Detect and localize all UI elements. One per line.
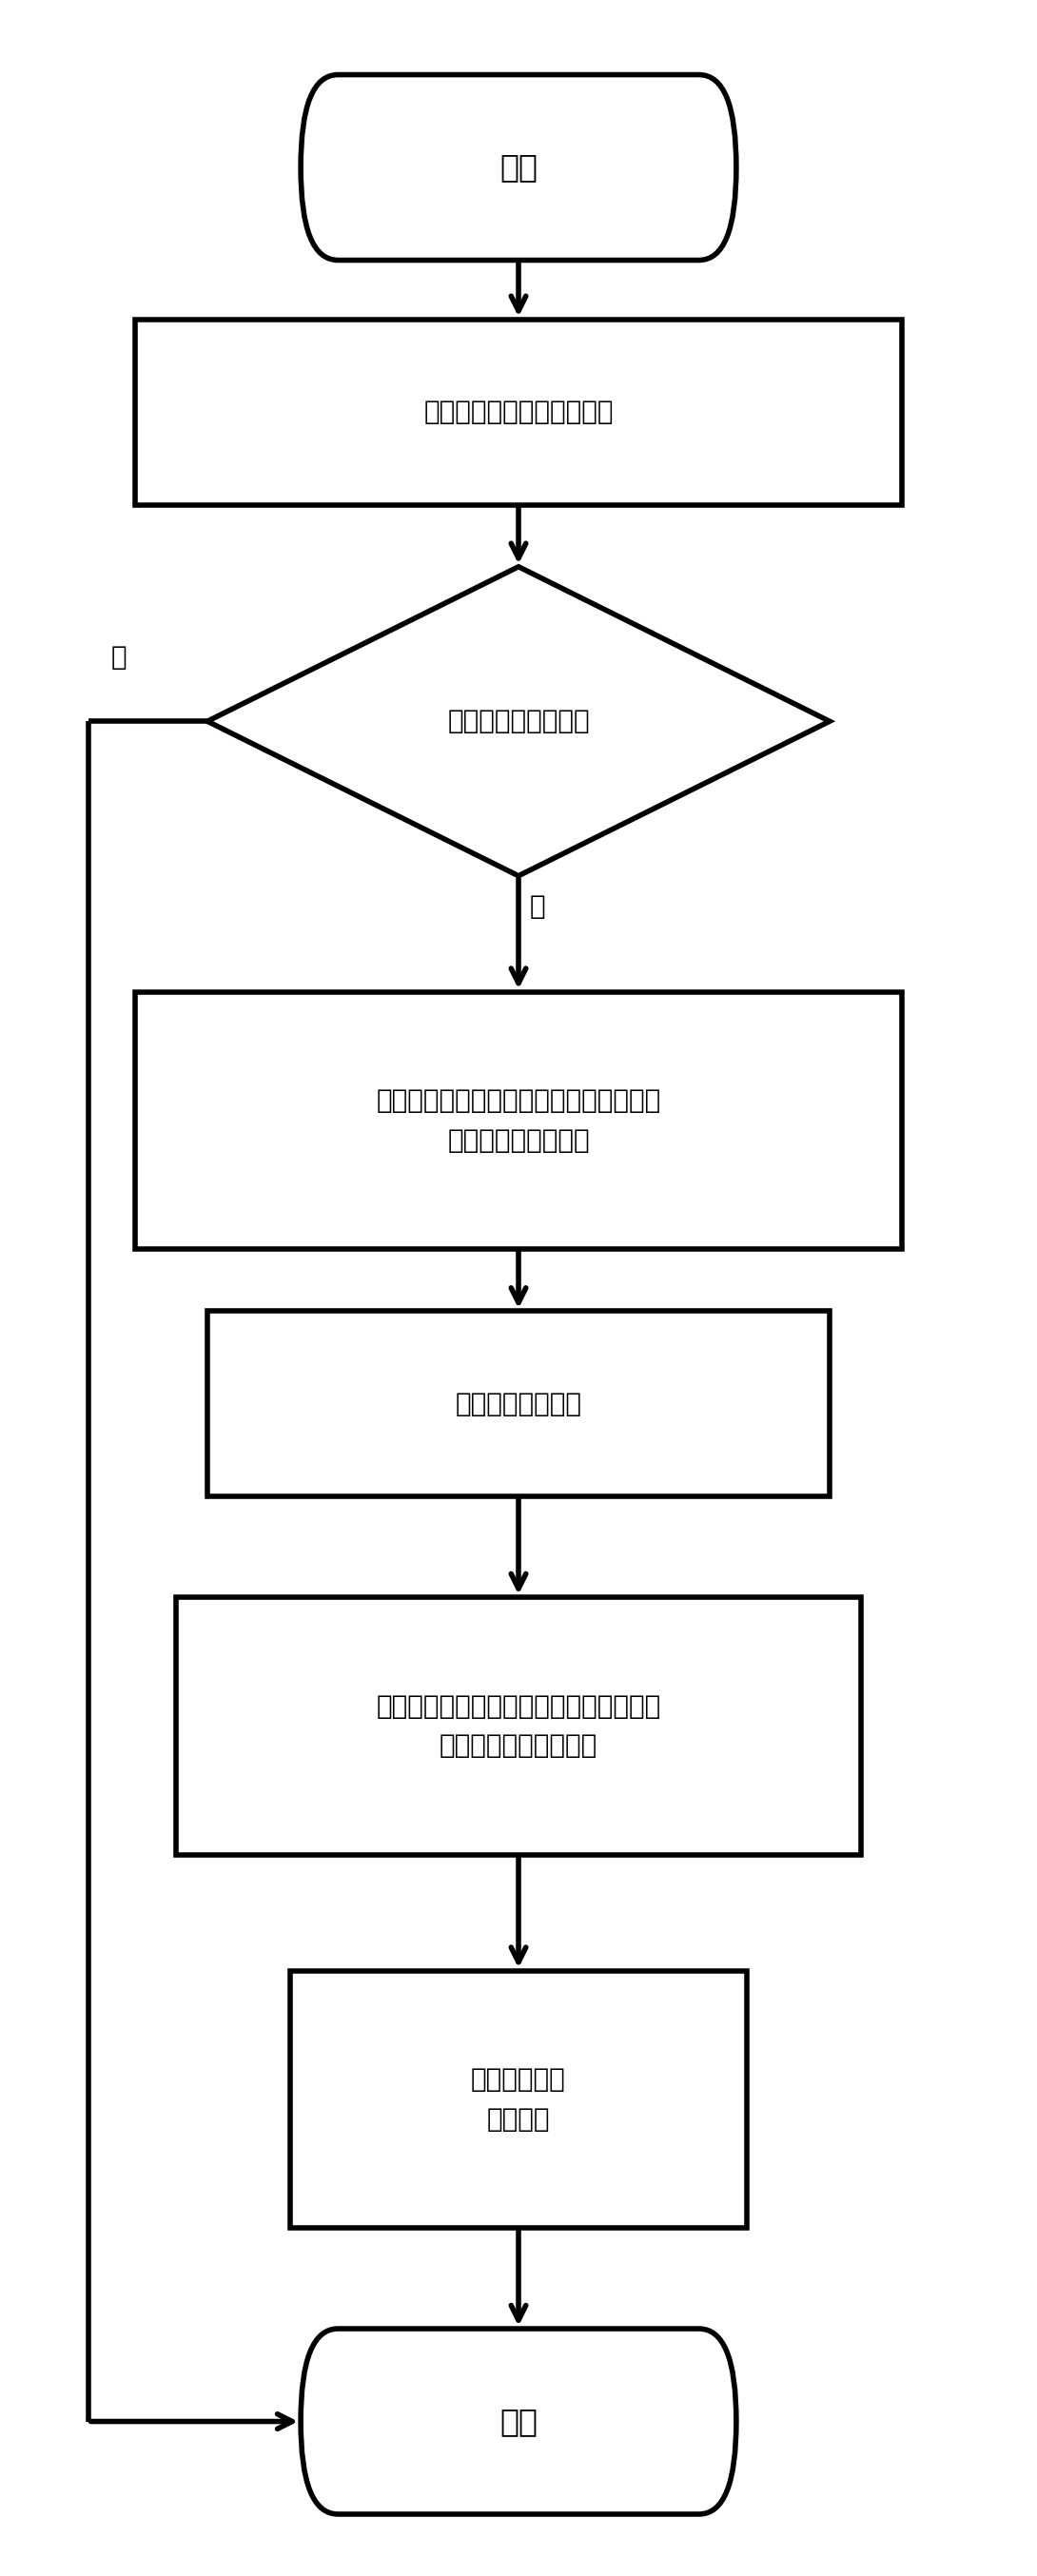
- Text: 退出: 退出: [500, 2406, 537, 2437]
- Text: 生成主流计算远程调用控制指令及参数，
并通过远程调用发送: 生成主流计算远程调用控制指令及参数， 并通过远程调用发送: [376, 1087, 661, 1154]
- Bar: [135, 992, 902, 1249]
- Text: 生成多孔介质计算远程调用控制指令及参
数，通过远程调用发送: 生成多孔介质计算远程调用控制指令及参 数，通过远程调用发送: [376, 1692, 661, 1759]
- FancyBboxPatch shape: [301, 2329, 736, 2514]
- Text: 设置发汗冷却模拟时间推进: 设置发汗冷却模拟时间推进: [423, 399, 614, 425]
- Text: 否: 否: [529, 894, 545, 920]
- Bar: [176, 1597, 861, 1855]
- Text: 接收多孔介质
计算结果: 接收多孔介质 计算结果: [471, 2066, 566, 2133]
- Bar: [135, 319, 902, 505]
- Polygon shape: [207, 567, 830, 876]
- FancyBboxPatch shape: [301, 75, 736, 260]
- Bar: [290, 1971, 747, 2228]
- Text: 到达目标模拟时间？: 到达目标模拟时间？: [447, 708, 590, 734]
- Bar: [207, 1311, 830, 1497]
- Text: 开始: 开始: [500, 152, 537, 183]
- Text: 是: 是: [111, 644, 128, 670]
- Text: 接收主流计算结果: 接收主流计算结果: [455, 1391, 582, 1417]
